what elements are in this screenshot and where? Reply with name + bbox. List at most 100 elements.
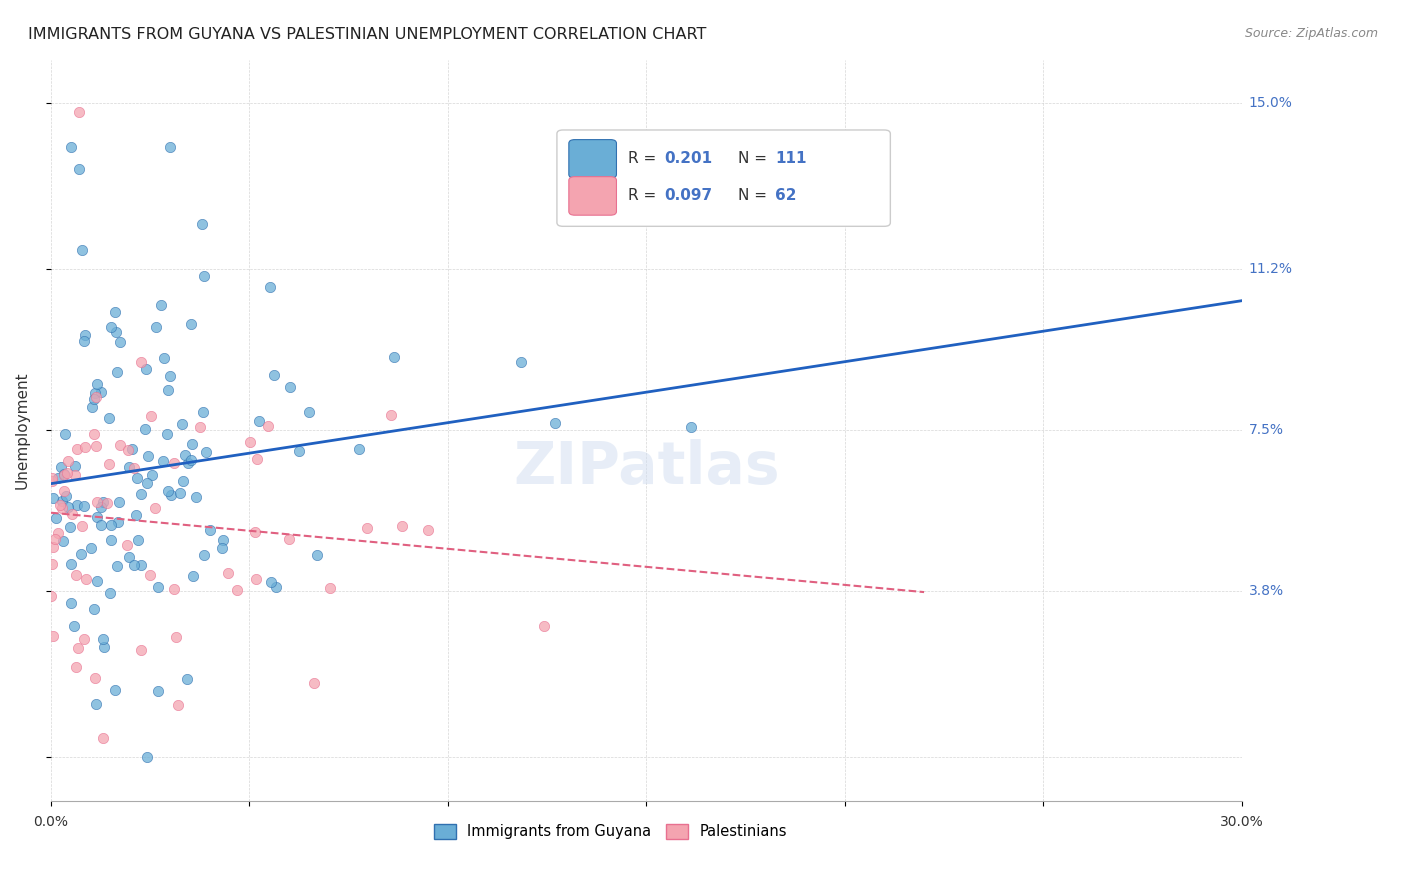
Point — [127, 533, 149, 547]
Legend: Immigrants from Guyana, Palestinians: Immigrants from Guyana, Palestinians — [427, 818, 793, 845]
Text: Source: ZipAtlas.com: Source: ZipAtlas.com — [1244, 27, 1378, 40]
Point — [67, 104, 90, 119]
Point — [180, 317, 202, 331]
Text: ZIPatlas: ZIPatlas — [513, 439, 779, 496]
Point — [104, 305, 127, 319]
Point — [135, 475, 157, 490]
Text: 30.0%: 30.0% — [1220, 814, 1264, 829]
Text: N =: N = — [738, 152, 772, 167]
Point — [259, 279, 281, 293]
Point — [356, 521, 378, 535]
Point — [51, 501, 73, 516]
Point — [51, 459, 73, 474]
Point — [84, 671, 107, 685]
Point — [141, 468, 163, 483]
Point — [118, 549, 141, 564]
Point — [59, 596, 82, 610]
Point — [86, 494, 108, 508]
Point — [91, 731, 114, 746]
Point — [53, 468, 76, 483]
Point — [75, 327, 97, 342]
Point — [41, 589, 63, 603]
Point — [266, 580, 288, 594]
Point — [58, 454, 80, 468]
Point — [65, 567, 87, 582]
Point — [98, 586, 121, 600]
Point — [307, 548, 329, 562]
Point — [100, 533, 122, 548]
Point — [56, 500, 79, 514]
Text: R =: R = — [628, 152, 661, 167]
Point — [41, 471, 63, 485]
Point — [52, 483, 75, 498]
Point — [84, 439, 107, 453]
Point — [193, 405, 215, 419]
Point — [134, 422, 156, 436]
Point — [173, 448, 195, 462]
Point — [83, 601, 105, 615]
Point — [149, 298, 172, 312]
Text: N =: N = — [738, 188, 772, 203]
Point — [83, 427, 105, 442]
Point — [107, 515, 129, 529]
Point — [84, 697, 107, 711]
Point — [125, 471, 148, 485]
Point — [152, 454, 174, 468]
Point — [159, 140, 181, 154]
Point — [129, 558, 152, 573]
Point — [180, 453, 202, 467]
Point — [533, 619, 555, 633]
Point — [148, 580, 170, 594]
Point — [55, 489, 77, 503]
Point — [169, 486, 191, 500]
Point — [195, 445, 218, 459]
Point — [243, 525, 266, 540]
Point — [105, 559, 128, 574]
Point — [41, 474, 63, 488]
Point — [65, 499, 87, 513]
Text: 7.5%: 7.5% — [1249, 423, 1284, 437]
Point — [211, 533, 233, 547]
Point — [70, 244, 93, 258]
Point — [177, 456, 200, 470]
Point — [46, 471, 69, 485]
Point — [191, 218, 214, 232]
Point — [256, 419, 278, 434]
Point — [105, 365, 128, 379]
Point — [42, 629, 65, 643]
Point — [104, 683, 127, 698]
Point — [70, 519, 93, 533]
Point — [53, 467, 76, 481]
Point — [42, 540, 65, 554]
Point — [91, 494, 114, 508]
Text: 0.0%: 0.0% — [34, 814, 69, 829]
Point — [153, 351, 176, 366]
Point — [117, 443, 139, 458]
Point — [239, 434, 262, 449]
Point — [82, 401, 104, 415]
Point — [108, 438, 131, 452]
Point — [181, 436, 204, 450]
Point — [200, 524, 222, 538]
Point — [86, 510, 108, 524]
Point — [139, 568, 162, 582]
Point — [544, 416, 567, 430]
Point — [193, 268, 215, 283]
Point — [67, 161, 90, 176]
Point — [108, 334, 131, 349]
Point — [83, 392, 105, 407]
Point — [96, 496, 118, 510]
Point — [62, 619, 84, 633]
Point — [181, 569, 204, 583]
Point — [145, 319, 167, 334]
Point — [217, 566, 239, 580]
Point — [72, 499, 94, 513]
Point — [679, 420, 702, 434]
Point — [115, 538, 138, 552]
Point — [136, 750, 159, 764]
Point — [129, 487, 152, 501]
Point — [157, 483, 180, 498]
Point — [156, 426, 179, 441]
Point — [188, 420, 211, 434]
FancyBboxPatch shape — [569, 177, 616, 215]
